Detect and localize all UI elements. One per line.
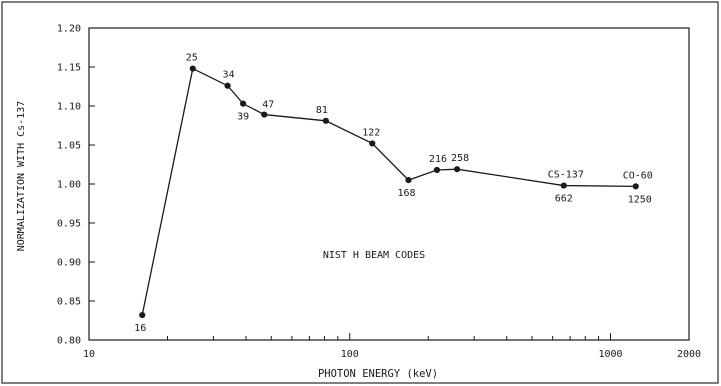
y-tick-label: 0.90 bbox=[57, 258, 81, 269]
data-point bbox=[369, 140, 376, 147]
y-tick-label: 1.00 bbox=[57, 180, 81, 191]
y-tick-labels: 0.80 0.85 0.90 0.95 1.00 1.05 1.10 1.15 1.20 bbox=[57, 24, 81, 347]
data-label: 81 bbox=[316, 105, 328, 116]
data-point bbox=[433, 166, 441, 174]
data-label: 25 bbox=[186, 53, 198, 64]
series-line bbox=[141, 67, 636, 316]
data-label: 258 bbox=[451, 153, 469, 164]
y-tick-label: 1.20 bbox=[57, 24, 81, 35]
data-point bbox=[139, 311, 146, 319]
chart-annotation: NIST H BEAM CODES bbox=[323, 250, 425, 261]
x-tick-label: 100 bbox=[341, 349, 359, 360]
data-label: 1250 bbox=[628, 194, 652, 205]
data-point bbox=[632, 183, 639, 190]
data-label: 34 bbox=[223, 70, 235, 81]
data-label: 168 bbox=[397, 188, 415, 199]
x-ticks bbox=[88, 333, 690, 340]
data-point bbox=[453, 166, 461, 173]
point-name-label: CO-60 bbox=[623, 170, 653, 181]
x-tick-label: 1000 bbox=[598, 349, 622, 360]
y-tick-label: 0.80 bbox=[57, 336, 81, 347]
data-label: 16 bbox=[134, 323, 146, 334]
x-tick-label: 2000 bbox=[677, 349, 701, 360]
y-axis-label: NORMALIZATION WITH Cs-137 bbox=[16, 101, 27, 252]
data-label: 662 bbox=[555, 194, 573, 205]
data-point bbox=[240, 100, 247, 107]
y-tick-label: 1.05 bbox=[57, 141, 81, 152]
x-tick-labels: 10 100 1000 2000 bbox=[83, 349, 701, 360]
y-tick-label: 0.85 bbox=[57, 297, 81, 308]
data-labels: 16 25 34 39 47 81 122 168 216 258 662 CS-137 1250 CO-… bbox=[134, 53, 653, 334]
y-ticks bbox=[89, 27, 95, 341]
data-point bbox=[322, 117, 329, 124]
data-point bbox=[261, 111, 268, 118]
data-label: 39 bbox=[237, 112, 249, 123]
y-tick-label: 1.15 bbox=[57, 63, 81, 74]
x-tick-label: 10 bbox=[83, 349, 95, 360]
y-tick-label: 1.10 bbox=[57, 102, 81, 113]
point-name-label: CS-137 bbox=[548, 170, 584, 181]
data-label: 122 bbox=[362, 127, 380, 138]
data-point bbox=[224, 82, 231, 89]
data-label: 216 bbox=[429, 154, 447, 165]
y-tick-label: 0.95 bbox=[57, 219, 81, 230]
x-axis-label: PHOTON ENERGY (keV) bbox=[318, 368, 438, 380]
data-label: 47 bbox=[262, 100, 274, 111]
data-point bbox=[405, 177, 412, 184]
data-point bbox=[189, 65, 196, 72]
data-points bbox=[139, 65, 639, 319]
data-point bbox=[560, 182, 567, 189]
